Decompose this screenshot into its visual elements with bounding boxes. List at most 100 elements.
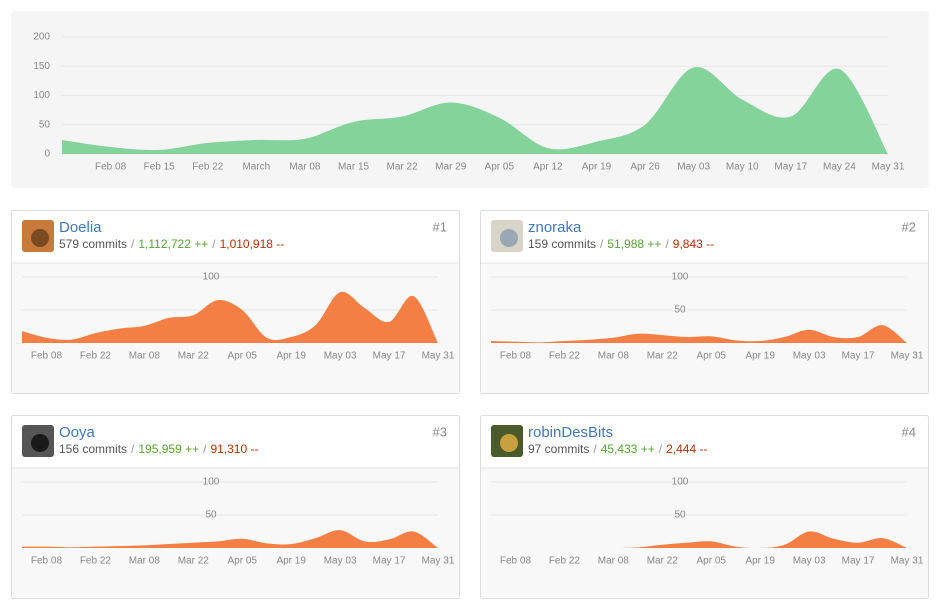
deletions: 91,310 -- — [210, 442, 258, 456]
deletions: 1,010,918 -- — [220, 237, 285, 251]
x-tick-label: Mar 08 — [598, 556, 630, 567]
x-tick-label: Apr 05 — [697, 351, 727, 362]
commit-count: 579 commits — [59, 237, 127, 251]
x-tick-label: Feb 08 — [31, 351, 63, 362]
x-tick-label: May 17 — [774, 162, 807, 173]
x-tick-label: May 17 — [842, 556, 875, 567]
x-tick-label: Mar 08 — [129, 351, 161, 362]
deletions: 2,444 -- — [666, 442, 707, 456]
separator: / — [600, 237, 604, 251]
y-tick-label: 100 — [33, 90, 50, 101]
additions: 45,433 ++ — [601, 442, 655, 456]
x-tick-label: Mar 22 — [647, 556, 679, 567]
x-tick-label: Apr 19 — [745, 351, 775, 362]
x-tick-label: Apr 05 — [228, 351, 258, 362]
area — [491, 325, 907, 343]
x-tick-label: Mar 22 — [178, 351, 210, 362]
commit-count: 97 commits — [528, 442, 589, 456]
x-tick-label: Feb 08 — [500, 351, 532, 362]
x-tick-label: Feb 22 — [80, 351, 112, 362]
y-tick-label: 100 — [672, 272, 689, 283]
separator: / — [212, 237, 216, 251]
x-tick-label: Feb 08 — [95, 162, 127, 173]
x-tick-label: Apr 26 — [630, 162, 660, 173]
avatar-detail — [31, 229, 49, 247]
x-tick-label: May 31 — [872, 162, 905, 173]
x-tick-label: Mar 08 — [129, 556, 161, 567]
y-tick-label: 50 — [674, 305, 686, 316]
additions: 1,112,722 ++ — [138, 237, 208, 251]
contributor-name: Ooya — [59, 424, 96, 441]
contributor-rank: #1 — [433, 219, 447, 234]
x-tick-label: May 10 — [726, 162, 759, 173]
x-tick-label: Apr 19 — [276, 556, 306, 567]
x-tick-label: Apr 12 — [533, 162, 563, 173]
contributor-rank: #3 — [433, 424, 447, 439]
avatar-detail — [500, 434, 518, 452]
avatar-detail — [500, 229, 518, 247]
x-tick-label: Mar 22 — [178, 556, 210, 567]
y-tick-label: 100 — [672, 477, 689, 488]
x-tick-label: May 03 — [793, 351, 826, 362]
y-tick-label: 100 — [203, 477, 220, 488]
contributor-name: robinDesBits — [528, 424, 613, 441]
x-tick-label: May 03 — [324, 351, 357, 362]
area — [62, 66, 888, 154]
contributor-stats: 579 commits/1,112,722 ++/1,010,918 -- — [59, 237, 284, 251]
x-tick-label: Feb 08 — [31, 556, 63, 567]
x-tick-label: Apr 05 — [485, 162, 515, 173]
x-tick-label: Apr 19 — [276, 351, 306, 362]
x-tick-label: May 17 — [373, 351, 406, 362]
x-tick-label: Mar 22 — [387, 162, 419, 173]
x-tick-label: Mar 22 — [647, 351, 679, 362]
contributor-stats: 97 commits/45,433 ++/2,444 -- — [528, 442, 707, 456]
deletions: 9,843 -- — [673, 237, 714, 251]
x-tick-label: Mar 15 — [338, 162, 370, 173]
x-tick-label: May 24 — [823, 162, 856, 173]
x-tick-label: Feb 22 — [80, 556, 112, 567]
y-tick-label: 50 — [39, 119, 51, 130]
additions: 195,959 ++ — [138, 442, 199, 456]
area — [491, 531, 907, 548]
y-tick-label: 200 — [33, 32, 50, 43]
x-tick-label: May 17 — [373, 556, 406, 567]
separator: / — [665, 237, 669, 251]
contributor-rank: #2 — [902, 219, 916, 234]
x-tick-label: Apr 05 — [697, 556, 727, 567]
contributor-stats: 156 commits/195,959 ++/91,310 -- — [59, 442, 258, 456]
additions: 51,988 ++ — [607, 237, 661, 251]
contributor-name: znoraka — [528, 219, 582, 236]
x-tick-label: Feb 22 — [549, 556, 581, 567]
x-tick-label: May 03 — [677, 162, 710, 173]
card-graph-area — [481, 263, 928, 393]
x-tick-label: May 31 — [891, 351, 924, 362]
x-tick-label: Mar 08 — [598, 351, 630, 362]
y-tick-label: 50 — [205, 510, 217, 521]
y-tick-label: 150 — [33, 61, 50, 72]
x-tick-label: Apr 05 — [228, 556, 258, 567]
separator: / — [659, 442, 663, 456]
x-tick-label: Apr 19 — [582, 162, 612, 173]
x-tick-label: Apr 19 — [745, 556, 775, 567]
separator: / — [203, 442, 207, 456]
card-graph-area — [12, 468, 459, 598]
y-tick-label: 0 — [44, 149, 50, 160]
contributor-rank: #4 — [902, 424, 916, 439]
avatar-detail — [31, 434, 49, 452]
x-tick-label: Feb 15 — [144, 162, 176, 173]
x-tick-label: Mar 29 — [435, 162, 467, 173]
x-tick-label: March — [242, 162, 270, 173]
area — [22, 530, 438, 548]
x-tick-label: Mar 08 — [289, 162, 321, 173]
x-tick-label: Feb 22 — [549, 351, 581, 362]
x-tick-label: Feb 22 — [192, 162, 224, 173]
x-tick-label: May 17 — [842, 351, 875, 362]
commit-count: 159 commits — [528, 237, 596, 251]
card-graph-area — [481, 468, 928, 598]
separator: / — [131, 442, 135, 456]
separator: / — [593, 442, 597, 456]
x-tick-label: May 03 — [793, 556, 826, 567]
commit-count: 156 commits — [59, 442, 127, 456]
